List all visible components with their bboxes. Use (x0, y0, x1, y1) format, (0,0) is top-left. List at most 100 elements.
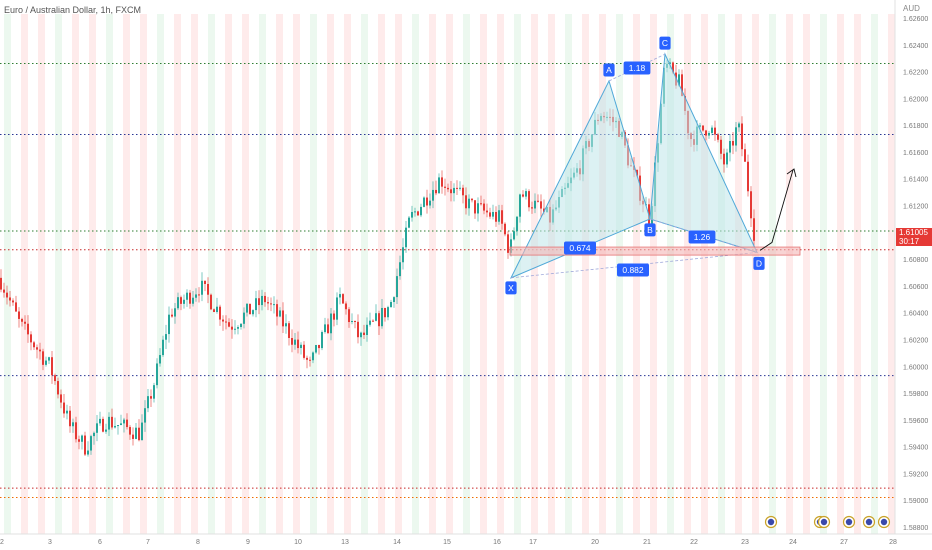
session-band (667, 14, 674, 534)
price-tick-label: 1.59600 (903, 418, 928, 425)
candle-body (408, 217, 410, 228)
candle-body (513, 231, 515, 240)
candle-body (393, 297, 395, 302)
session-band (276, 14, 283, 534)
session-band (140, 14, 147, 534)
candle-body (504, 223, 506, 235)
candle-body (168, 314, 170, 335)
ratio-label: 0.882 (617, 263, 649, 277)
support-zone (509, 246, 801, 256)
candle-body (240, 323, 242, 328)
candle-body (486, 210, 488, 213)
event-icon-dot (880, 518, 888, 526)
price-tick-label: 1.62600 (903, 16, 928, 23)
candle-body (321, 332, 323, 349)
session-band (684, 14, 691, 534)
candle-body (186, 292, 188, 300)
candle-body (225, 321, 227, 323)
price-tick-label: 1.59200 (903, 471, 928, 478)
candle-body (234, 328, 236, 330)
candle-body (21, 318, 23, 322)
last-price-value: 1.61005 (899, 228, 928, 237)
candle-body (705, 130, 707, 136)
ratio-label-text: 1.26 (694, 232, 711, 242)
candle-body (315, 344, 317, 353)
price-tick-label: 1.60000 (903, 364, 928, 371)
candle-body (456, 187, 458, 189)
candle-body (48, 357, 50, 361)
candle-body (291, 338, 293, 345)
session-band (650, 14, 657, 534)
session-band (803, 14, 810, 534)
ratio-label-text: 0.882 (622, 265, 644, 275)
candle-body (99, 418, 101, 424)
candle-body (51, 357, 53, 376)
candle-body (360, 332, 362, 338)
candle-body (534, 200, 536, 209)
candle-body (372, 320, 374, 322)
candle-body (192, 297, 194, 304)
time-tick-label: 27 (840, 539, 848, 546)
price-tick-label: 1.61600 (903, 150, 928, 157)
candle-body (381, 307, 383, 327)
candle-body (270, 303, 272, 305)
candle-body (9, 297, 11, 301)
candle-body (258, 298, 260, 306)
candle-body (102, 418, 104, 432)
price-tick-label: 1.60200 (903, 337, 928, 344)
candle-body (15, 302, 17, 312)
candle-body (342, 294, 344, 304)
bar-countdown: 30:17 (899, 237, 920, 246)
candle-body (57, 381, 59, 395)
pattern-point-c-text: C (662, 38, 668, 48)
candle-body (288, 323, 290, 339)
candle-body (33, 342, 35, 348)
chart-title: Euro / Australian Dollar, 1h, FXCM (4, 5, 142, 15)
session-band (208, 14, 215, 534)
candle-body (264, 295, 266, 303)
time-tick-label: 21 (643, 539, 651, 546)
candle-body (477, 203, 479, 214)
candle-body (729, 141, 731, 153)
candle-body (318, 344, 320, 349)
candle-body (336, 297, 338, 320)
candle-body (333, 313, 335, 320)
session-band (38, 14, 45, 534)
candle-body (510, 239, 512, 253)
session-band (174, 14, 181, 534)
price-axis: 1.62600 1.62400 1.62200 1.62000 1.61800 1.616… (894, 0, 928, 534)
candle-body (507, 234, 509, 253)
candle-body (246, 303, 248, 313)
candle-body (60, 394, 62, 403)
candle-body (744, 149, 746, 162)
session-band (837, 14, 844, 534)
candle-body (12, 300, 14, 303)
session-band (310, 14, 317, 534)
pattern-xd-line (510, 252, 758, 279)
candle-body (516, 216, 518, 232)
candle-body (390, 301, 392, 308)
pattern-point-a: A (603, 63, 615, 77)
time-tick-label: 2 (0, 539, 4, 546)
candle-body (345, 303, 347, 310)
candle-body (228, 322, 230, 327)
candle-body (714, 127, 716, 135)
session-band (701, 14, 708, 534)
session-band (497, 14, 504, 534)
candle-body (459, 187, 461, 189)
candle-body (6, 292, 8, 298)
candle-body (129, 427, 131, 435)
time-tick-label: 22 (690, 539, 698, 546)
candle-body (411, 211, 413, 218)
candle-body (243, 312, 245, 324)
candle-body (90, 436, 92, 451)
candle-body (369, 320, 371, 325)
pattern-point-b: B (644, 223, 656, 237)
candle-body (537, 200, 539, 202)
candle-body (213, 309, 215, 312)
candle-body (162, 339, 164, 356)
session-band (871, 14, 878, 534)
ratio-label-text: 0.674 (569, 243, 591, 253)
candle-body (348, 309, 350, 323)
